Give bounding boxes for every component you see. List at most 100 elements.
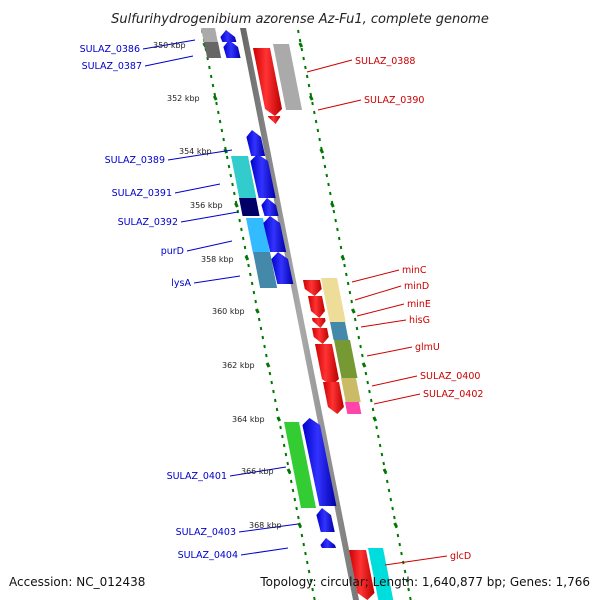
gene-label-sulaz-0404[interactable]: SULAZ_0404 [178,550,238,561]
major-tick-left [265,362,271,368]
gene-label-sulaz-0388[interactable]: SULAZ_0388 [355,56,415,67]
gene-label-sulaz-0389[interactable]: SULAZ_0389 [105,155,165,166]
gene-label-purd[interactable]: purD [161,246,184,257]
tick-dot-right [359,344,362,349]
tick-label: 366 kbp [241,467,274,476]
tick-dot-right [327,182,330,187]
major-tick-right [382,468,388,474]
gene-label-glcd[interactable]: glcD [450,551,471,562]
accession-text: Accession: NC_012438 [9,575,145,589]
tick-dot-left [249,272,252,277]
gene-label-hisg[interactable]: hisG [409,315,430,326]
tick-dot-right [385,479,389,484]
cog-bar-darkgray [204,42,222,58]
gene-label-mind[interactable]: minD [404,281,429,292]
gene-label-sulaz-0392[interactable]: SULAZ_0392 [118,217,178,228]
genome-title: Sulfurihydrogenibium azorense Az-Fu1, co… [111,12,489,27]
tick-dot-right [393,515,396,520]
tick-dot-left [291,488,295,493]
major-tick-right [308,95,314,101]
tick-dot-right [334,218,337,223]
cog-bar-gray [273,44,303,110]
cog-bar-steel [330,322,349,340]
major-tick-right [393,522,399,528]
tick-dot-left [236,209,240,214]
tick-dot-right [345,272,348,277]
tick-labels: 350 kbp 352 kbp 354 kbp 356 kbp 358 kbp … [153,41,282,530]
tick-label: 364 kbp [232,415,265,424]
tick-dot-left [259,326,263,331]
gene-label-sulaz-0401[interactable]: SULAZ_0401 [167,471,227,482]
major-tick-right [372,416,378,422]
gene-label-sulaz-0391[interactable]: SULAZ_0391 [112,188,172,199]
gene-label-glmu[interactable]: glmU [415,342,440,353]
gene-arrow-forward [302,418,337,506]
tick-dot-right [329,191,332,196]
gene-label-sulaz-0400[interactable]: SULAZ_0400 [420,371,480,382]
gene-label-sulaz-0387[interactable]: SULAZ_0387 [82,61,142,72]
gene-label-sulaz-0402[interactable]: SULAZ_0402 [423,389,483,400]
major-tick-left [244,255,250,261]
tick-dot-left [252,290,256,295]
tick-dot-left [213,92,217,97]
tick-dot-right [371,407,375,412]
tick-dot-left [231,182,234,187]
label-line-left [193,275,241,284]
tick-dot-right [348,290,352,295]
tick-dot-right [325,173,329,178]
gene-arrow-forward [220,30,237,42]
tick-dot-left [300,533,304,538]
tick-label: 350 kbp [153,41,186,50]
tick-dot-right [353,317,357,322]
gene-label-mine[interactable]: minE [407,299,431,310]
tick-dot-right [298,38,302,43]
label-line-right [384,555,448,566]
tick-dot-left [279,425,282,430]
tick-dot-right [361,353,364,358]
cog-bar-olive [334,340,358,378]
tick-dot-left [215,101,218,106]
tick-dot-left [309,578,313,583]
cog-bar-navy [239,198,260,216]
tick-dot-right [400,551,403,556]
tick-dot-right [378,443,382,448]
tick-label: 358 kbp [201,255,234,264]
cog-bar-magenta [345,402,362,414]
gene-label-lysa[interactable]: lysA [171,278,191,289]
tick-dot-left [289,479,293,484]
major-tick-left [286,468,292,474]
major-tick-left [212,95,218,101]
tick-dot-right [314,119,318,124]
gene-label-sulaz-0390[interactable]: SULAZ_0390 [364,95,424,106]
tick-dot-right [313,110,316,115]
gene-label-sulaz-0386[interactable]: SULAZ_0386 [80,44,140,55]
cog-bar-skyblue [246,218,270,252]
tick-dot-right [369,398,373,403]
tick-dot-right [382,461,385,466]
label-line-left [142,39,196,50]
tick-dot-right [337,236,341,241]
label-line-left [180,211,239,223]
gene-label-sulaz-0403[interactable]: SULAZ_0403 [176,527,236,538]
gene-label-minc[interactable]: minC [402,265,427,276]
tick-dot-right [305,74,309,79]
tick-dot-left [286,461,289,466]
label-line-left [144,55,194,67]
label-line-left [167,149,233,161]
tick-dot-left [233,191,236,196]
tick-dot-left [227,164,231,169]
tick-dot-right [405,578,409,583]
tick-dot-left [208,65,211,70]
tick-label: 360 kbp [212,307,245,316]
gene-arrow-reverse [315,344,339,386]
label-line-left [174,183,221,194]
label-line-right [351,269,400,283]
tick-dot-left [272,389,275,394]
major-tick-left [297,522,303,528]
tick-dot-right [321,155,325,160]
tick-dot-right [377,434,380,439]
tick-label: 368 kbp [249,521,282,530]
label-line-left [229,466,287,477]
tick-dot-right [343,263,346,268]
tick-dot-left [282,443,286,448]
